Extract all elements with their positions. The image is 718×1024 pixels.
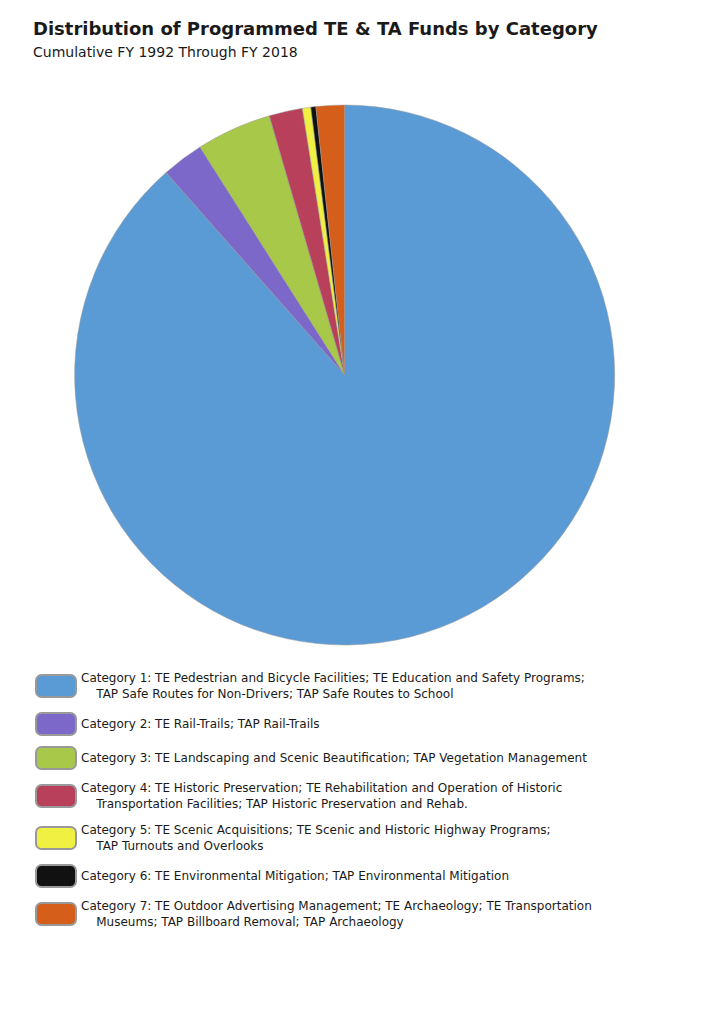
svg-text:Category 3: TE Landscaping and: Category 3: TE Landscaping and Scenic Be…: [81, 751, 587, 765]
svg-text:TAP Safe Routes for Non-Driver: TAP Safe Routes for Non-Drivers; TAP Saf…: [81, 687, 453, 701]
svg-text:Category 5: TE Scenic Acquisit: Category 5: TE Scenic Acquisitions; TE S…: [81, 823, 551, 837]
svg-text:Transportation Facilities; TAP: Transportation Facilities; TAP Historic …: [81, 797, 468, 811]
svg-text:Cumulative FY 1992 Through FY: Cumulative FY 1992 Through FY 2018: [33, 44, 298, 60]
svg-text:Category 4: TE Historic Preser: Category 4: TE Historic Preservation; TE…: [81, 781, 562, 795]
svg-text:Category 1: TE Pedestrian and: Category 1: TE Pedestrian and Bicycle Fa…: [81, 671, 585, 685]
svg-text:Museums; TAP Billboard Removal: Museums; TAP Billboard Removal; TAP Arch…: [81, 915, 404, 929]
svg-text:Category 2: TE Rail-Trails; TA: Category 2: TE Rail-Trails; TAP Rail-Tra…: [81, 717, 320, 731]
svg-text:Category 7: TE Outdoor Adverti: Category 7: TE Outdoor Advertising Manag…: [81, 899, 592, 913]
svg-text:Distribution of Programmed TE: Distribution of Programmed TE & TA Funds…: [33, 18, 598, 39]
svg-text:Category 6: TE Environmental M: Category 6: TE Environmental Mitigation;…: [81, 869, 509, 883]
svg-text:TAP Turnouts and Overlooks: TAP Turnouts and Overlooks: [81, 839, 264, 853]
